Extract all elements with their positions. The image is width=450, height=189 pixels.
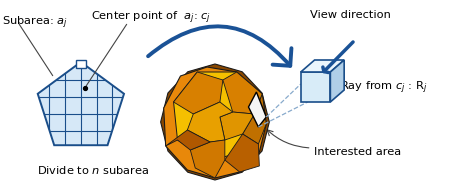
Polygon shape [190,140,225,178]
Polygon shape [166,130,210,150]
Polygon shape [301,72,330,102]
Polygon shape [38,62,124,145]
Polygon shape [164,67,266,178]
Polygon shape [174,72,262,160]
Polygon shape [225,134,259,172]
Text: Interested area: Interested area [314,147,400,157]
Polygon shape [330,60,344,102]
Polygon shape [248,92,266,127]
Polygon shape [220,112,254,140]
Polygon shape [223,72,262,114]
Polygon shape [187,102,233,142]
Text: Subarea: $a_j$: Subarea: $a_j$ [2,15,68,31]
Text: Divide to $n$ subarea: Divide to $n$ subarea [37,164,150,176]
Polygon shape [301,60,344,72]
Text: Center point of  $a_j$: $c_j$: Center point of $a_j$: $c_j$ [91,10,211,26]
Text: Ray from $c_j$ : R$_j$: Ray from $c_j$ : R$_j$ [340,80,428,96]
Text: View direction: View direction [310,10,391,20]
Polygon shape [174,72,223,114]
FancyArrowPatch shape [148,26,292,66]
Polygon shape [161,64,269,180]
Polygon shape [243,94,266,144]
FancyBboxPatch shape [76,60,86,68]
